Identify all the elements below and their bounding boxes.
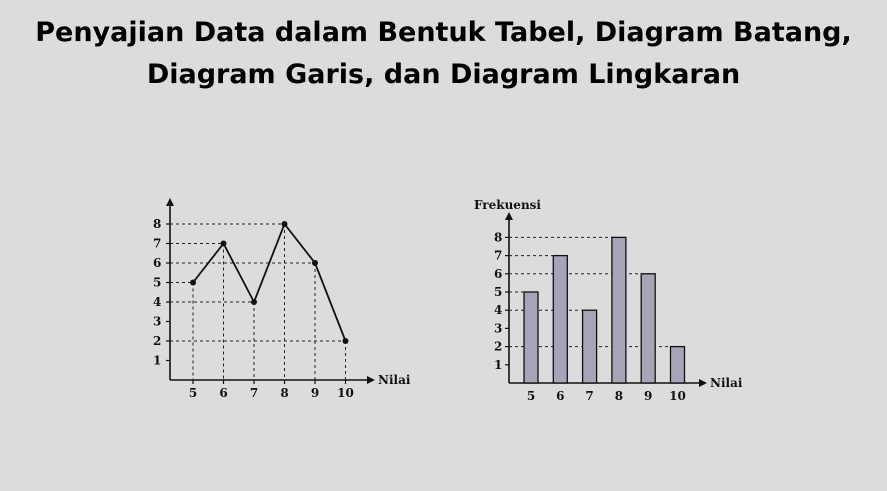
line-chart-y-tick-label: 7: [153, 237, 161, 251]
line-chart: Nilai 1 2 3 4 5 6 7 8 5 6 7 8 9 10: [153, 198, 411, 400]
bar-chart-y-tick-label: 5: [494, 285, 502, 299]
bar-chart-bar: [611, 236, 627, 384]
bar-chart-x-tick-label: 5: [527, 389, 535, 403]
bar-chart-y-label: Frekuensi: [474, 198, 541, 212]
bar-chart-bar: [581, 309, 598, 384]
title-line-2: Diagram Garis, dan Diagram Lingkaran: [146, 59, 741, 90]
line-chart-x-tick-label: 6: [219, 386, 227, 400]
line-chart-y-tick-label: 1: [153, 354, 161, 368]
line-chart-point: [312, 260, 318, 266]
bar-chart-x-tick-label: 6: [556, 389, 564, 403]
line-chart-y-tick-label: 6: [153, 256, 161, 270]
bar-chart-bar: [523, 291, 539, 384]
line-chart-y-tick-label: 4: [153, 295, 161, 309]
bar-chart-y-tick-label: 6: [494, 267, 502, 281]
bar-chart-x-tick-label: 9: [644, 389, 652, 403]
bar-chart: Nilai Frekuensi 1 2 3 4 5 6 7 8 5 6 7 8 9 10: [474, 198, 743, 403]
line-chart-point: [190, 279, 196, 286]
line-chart-x-tick-label: 9: [311, 386, 319, 400]
bar-chart-x-tick-label: 7: [585, 389, 593, 403]
line-chart-x-tick-label: 8: [280, 386, 288, 400]
line-chart-x-tick-label: 7: [250, 386, 258, 400]
line-chart-point: [220, 240, 227, 247]
line-chart-y-tick-label: 3: [153, 315, 161, 329]
bar-chart-y-axis-arrow: [505, 212, 513, 220]
line-chart-series-line: [192, 222, 347, 342]
line-chart-y-tick-label: 8: [153, 217, 161, 231]
bar-chart-x-tick-label: 8: [615, 389, 623, 403]
line-chart-y-tick-label: 2: [153, 334, 161, 348]
line-chart-point: [281, 221, 288, 227]
line-chart-x-tick-label: 5: [189, 386, 197, 400]
bar-chart-x-tick-label: 10: [669, 389, 686, 403]
line-chart-x-tick-label: 10: [337, 386, 354, 400]
line-chart-point: [342, 338, 349, 344]
line-chart-point: [251, 299, 257, 305]
line-chart-x-label: Nilai: [378, 373, 411, 387]
bar-chart-bar: [669, 345, 686, 384]
bar-chart-y-tick-label: 1: [494, 358, 502, 372]
bar-chart-y-tick-label: 7: [494, 249, 502, 263]
line-chart-y-tick-label: 5: [153, 276, 161, 290]
bar-chart-y-tick-label: 3: [494, 321, 502, 335]
bar-chart-x-axis-arrow: [699, 379, 707, 387]
bar-chart-bar: [552, 254, 568, 384]
title-line-1: Penyajian Data dalam Bentuk Tabel, Diagr…: [35, 17, 852, 48]
bar-chart-y-tick-label: 4: [494, 303, 502, 317]
line-chart-x-axis-arrow: [367, 376, 375, 384]
bar-chart-x-label: Nilai: [710, 376, 743, 390]
bar-chart-bar: [640, 273, 656, 384]
bar-chart-y-tick-label: 2: [494, 340, 502, 354]
page-title: Penyajian Data dalam Bentuk Tabel, Diagr…: [0, 12, 887, 96]
line-chart-y-axis-arrow: [166, 198, 174, 206]
bar-chart-y-tick-label: 8: [494, 230, 502, 244]
